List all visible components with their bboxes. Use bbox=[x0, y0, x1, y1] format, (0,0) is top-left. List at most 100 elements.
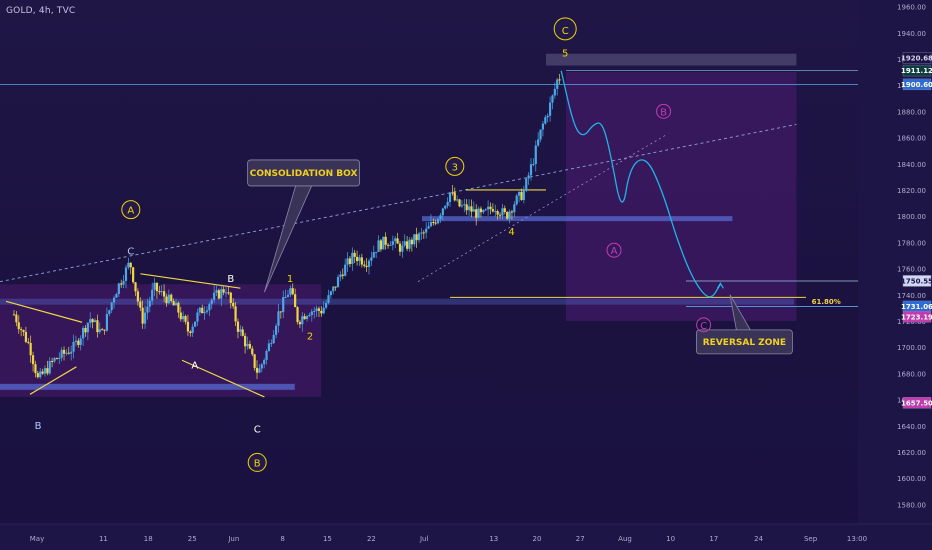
candle-body bbox=[286, 294, 290, 297]
candle-body bbox=[217, 290, 220, 299]
callout-pointer bbox=[264, 185, 312, 293]
x-tick-label: 8 bbox=[280, 535, 284, 543]
wave-trend-line bbox=[417, 134, 667, 282]
candle-body bbox=[467, 206, 471, 211]
y-tick-label: 1580.00 bbox=[897, 501, 926, 509]
candle-body bbox=[165, 296, 168, 304]
candle-body bbox=[110, 302, 113, 311]
candle-body bbox=[239, 329, 242, 332]
candle-body bbox=[215, 290, 218, 293]
candles bbox=[12, 73, 561, 380]
candle-body bbox=[81, 327, 85, 339]
y-tick-label: 1780.00 bbox=[897, 239, 926, 247]
candle-body bbox=[515, 195, 518, 205]
x-tick-label: 24 bbox=[754, 535, 763, 543]
candle-body bbox=[148, 300, 151, 307]
candle-body bbox=[263, 360, 266, 365]
candle-body bbox=[220, 289, 223, 299]
candle-body bbox=[527, 175, 530, 179]
candle-body bbox=[89, 319, 92, 323]
candle-body bbox=[520, 191, 523, 200]
candle-body bbox=[177, 302, 180, 313]
y-tick-label: 1700.00 bbox=[897, 344, 926, 352]
x-tick-label: May bbox=[30, 535, 44, 543]
price-tag-text: 1911.12 bbox=[901, 67, 932, 75]
candle-body bbox=[34, 364, 37, 374]
wave-label-b-circle bbox=[247, 452, 267, 472]
candle-body bbox=[274, 325, 278, 335]
candle-body bbox=[153, 282, 156, 290]
candle-body bbox=[258, 368, 261, 373]
candle-body bbox=[436, 219, 440, 224]
candle-body bbox=[115, 294, 118, 298]
candle-body bbox=[146, 306, 149, 313]
candle-body bbox=[24, 332, 28, 342]
candle-body bbox=[294, 294, 297, 308]
candle-body bbox=[22, 330, 25, 333]
candle-body bbox=[510, 211, 514, 213]
candle-body bbox=[167, 294, 170, 304]
pattern-trendline bbox=[29, 366, 77, 395]
candle-body bbox=[336, 276, 340, 288]
candle-body bbox=[503, 208, 506, 212]
candle-body bbox=[446, 202, 449, 206]
candle-body bbox=[29, 342, 32, 356]
candle-body bbox=[267, 343, 271, 351]
candle-body bbox=[537, 139, 540, 146]
x-tick-label: Jun bbox=[227, 535, 239, 543]
candle-body bbox=[558, 79, 561, 81]
candle-body bbox=[508, 211, 511, 219]
candle-body bbox=[103, 329, 106, 331]
candle-body bbox=[375, 251, 378, 253]
candle-body bbox=[460, 205, 464, 207]
candle-body bbox=[403, 241, 406, 246]
candle-body bbox=[332, 286, 335, 292]
candle-body bbox=[244, 335, 247, 347]
wave-label-c-circle bbox=[696, 317, 712, 333]
candle-body bbox=[12, 314, 16, 316]
candle-body bbox=[506, 211, 509, 219]
candle-body bbox=[186, 321, 190, 332]
candle-body bbox=[470, 206, 473, 212]
candle-body bbox=[98, 329, 101, 333]
wave-label-a: A bbox=[127, 206, 134, 217]
price-tag-text: 1723.19 bbox=[901, 313, 932, 321]
candle-body bbox=[232, 302, 235, 307]
candle-body bbox=[496, 211, 499, 215]
candle-body bbox=[174, 302, 178, 306]
candle-body bbox=[382, 236, 385, 250]
time-axis-bg bbox=[0, 524, 932, 550]
candle-body bbox=[296, 307, 299, 322]
price-tag-bg bbox=[902, 52, 932, 64]
candle-body bbox=[327, 295, 330, 303]
candle-body bbox=[105, 314, 109, 331]
candle-body bbox=[432, 222, 435, 224]
price-tag: 1920.68 bbox=[901, 52, 932, 64]
candle-body bbox=[279, 311, 282, 313]
x-tick-label: 10 bbox=[666, 535, 675, 543]
candle-body bbox=[143, 312, 147, 324]
candle-body bbox=[277, 311, 280, 326]
candle-body bbox=[182, 316, 185, 320]
candle-body bbox=[213, 292, 216, 300]
callout-box bbox=[696, 329, 793, 355]
consolidation-zone bbox=[0, 284, 322, 397]
candle-body bbox=[482, 210, 485, 213]
candle-body bbox=[463, 204, 466, 206]
candle-body bbox=[453, 192, 456, 201]
candle-body bbox=[544, 117, 547, 124]
candle-body bbox=[124, 267, 128, 281]
time-axis: May 11 18 25 Jun 8 15 22 Jul 13 20 27 Aug 10 17 24 Sep 13… bbox=[0, 523, 932, 550]
y-tick-label: 1860.00 bbox=[897, 135, 926, 143]
candle-body bbox=[108, 310, 111, 315]
candle-body bbox=[365, 265, 368, 267]
candle-body bbox=[270, 343, 273, 345]
pattern-trendline bbox=[140, 273, 241, 289]
candle-body bbox=[253, 354, 256, 368]
candle-body bbox=[93, 320, 97, 323]
candle-body bbox=[74, 340, 78, 342]
candle-body bbox=[367, 260, 371, 267]
candle-body bbox=[458, 199, 461, 207]
